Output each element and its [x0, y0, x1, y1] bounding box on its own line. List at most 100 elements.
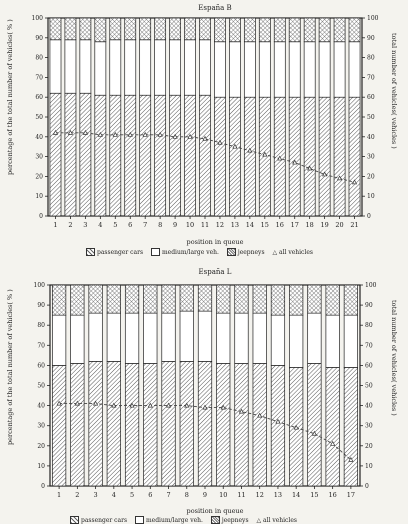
bar-passenger-cars	[252, 363, 267, 487]
y2-tick-label: 100	[367, 15, 379, 22]
x-tick-label: 5	[130, 491, 134, 499]
bar-medium-large	[197, 310, 213, 362]
x-tick-label: 19	[320, 221, 328, 229]
point-all-vehicles	[336, 175, 343, 181]
bar-jeepneys	[216, 284, 231, 314]
x-tick-label: 1	[53, 221, 57, 229]
x-tick-label: 14	[246, 221, 254, 229]
bar-jeepneys	[161, 284, 176, 314]
x-tick-label: 11	[237, 491, 245, 499]
x-tick-label: 12	[216, 221, 224, 229]
bar-jeepneys	[199, 17, 211, 41]
y2-tick-label: 60	[367, 94, 375, 101]
bar-passenger-cars	[88, 361, 103, 487]
y-tick-label: 80	[37, 322, 45, 329]
bar-passenger-cars	[307, 363, 322, 487]
bar-jeepneys	[106, 284, 121, 314]
y-tick-label: 40	[35, 134, 43, 141]
triangle-icon: △	[272, 248, 278, 256]
point-all-vehicles	[67, 129, 74, 135]
bar-passenger-cars	[216, 363, 231, 487]
bar-jeepneys	[258, 17, 271, 43]
point-all-vehicles	[202, 404, 208, 410]
x-tick-label: 3	[94, 491, 98, 499]
point-all-vehicles	[111, 402, 117, 408]
y2-tick-label: 20	[365, 443, 373, 450]
bar-jeepneys	[343, 284, 358, 316]
bar-jeepneys	[88, 284, 103, 314]
bar-jeepneys	[184, 17, 196, 41]
point-all-vehicles	[112, 131, 118, 137]
x-tick-label: 15	[310, 491, 318, 499]
bar-jeepneys	[252, 284, 267, 314]
point-all-vehicles	[311, 430, 317, 436]
bar-medium-large	[143, 312, 158, 364]
y2-tick-label: 50	[367, 114, 375, 121]
bar-jeepneys	[273, 17, 286, 43]
x-tick-label: 7	[143, 221, 147, 229]
y-tick-label: 100	[34, 282, 46, 289]
legend-label: jeepneys	[221, 516, 249, 524]
point-all-vehicles	[56, 400, 62, 406]
y-tick-label: 60	[37, 362, 45, 369]
bar-passenger-cars	[106, 361, 121, 487]
y2-tick-label: 0	[365, 483, 369, 490]
bar-jeepneys	[124, 284, 140, 314]
y-tick-label: 100	[32, 15, 44, 22]
legend-swatch	[86, 248, 95, 256]
legend-item-passenger-cars: passenger cars	[86, 248, 143, 256]
bar-jeepneys	[243, 17, 256, 43]
point-all-vehicles	[277, 155, 283, 161]
bar-medium-large	[289, 314, 304, 368]
y-tick-label: 70	[35, 74, 43, 81]
y-tick-label: 30	[35, 154, 43, 161]
bar-jeepneys	[79, 17, 92, 41]
bar-jeepneys	[307, 284, 322, 314]
y2-tick-label: 90	[367, 35, 375, 42]
point-all-vehicles	[187, 133, 193, 139]
x-axis-label: position in queue	[186, 238, 244, 246]
bar-jeepneys	[270, 284, 286, 316]
legend-label: all vehicles	[279, 248, 313, 256]
bar-medium-large	[234, 312, 249, 364]
triangle-icon: △	[256, 516, 262, 524]
bar-jeepneys	[52, 284, 67, 316]
bar-jeepneys	[348, 17, 361, 43]
bar-jeepneys	[70, 284, 85, 316]
point-all-vehicles	[127, 131, 133, 137]
y-tick-label: 70	[37, 342, 45, 349]
x-tick-label: 3	[83, 221, 87, 229]
legend-label: medium/large veh.	[161, 248, 219, 256]
bar-medium-large	[252, 312, 267, 364]
legend-item-medium-large: medium/large veh.	[150, 248, 219, 256]
x-tick-label: 17	[291, 221, 299, 229]
y-tick-label: 50	[35, 114, 43, 121]
x-tick-label: 13	[274, 491, 282, 499]
point-all-vehicles	[217, 139, 223, 145]
chart-title: España B	[198, 4, 232, 12]
legend-swatch	[210, 516, 220, 524]
x-tick-label: 8	[185, 491, 189, 499]
bar-jeepneys	[143, 284, 158, 314]
bar-jeepneys	[49, 17, 62, 41]
bar-jeepneys	[197, 284, 213, 312]
point-all-vehicles	[202, 135, 208, 141]
bar-jeepneys	[124, 17, 137, 41]
x-tick-label: 13	[231, 221, 239, 229]
legend: passenger cars medium/large veh. jeepney…	[70, 516, 303, 524]
point-all-vehicles	[247, 147, 253, 153]
y2-tick-label: 10	[367, 193, 375, 200]
x-tick-label: 15	[261, 221, 269, 229]
bar-jeepneys	[229, 17, 241, 43]
bar-medium-large	[161, 312, 176, 362]
y-tick-label: 20	[37, 443, 45, 450]
x-axis-label: position in queue	[186, 507, 244, 515]
bar-jeepneys	[325, 284, 340, 316]
x-tick-label: 6	[148, 491, 152, 499]
point-all-vehicles	[165, 402, 172, 408]
bar-medium-large	[106, 312, 121, 362]
legend-label: all vehicles	[263, 516, 297, 524]
point-all-vehicles	[292, 159, 298, 165]
y2-tick-label: 80	[367, 55, 375, 62]
